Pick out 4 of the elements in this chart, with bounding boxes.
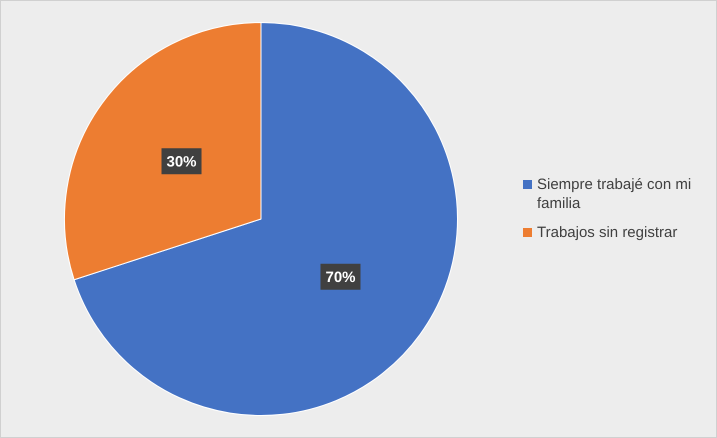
legend-label: Trabajos sin registrar	[537, 223, 678, 242]
data-label: 70%	[325, 268, 356, 286]
data-label: 30%	[166, 153, 197, 170]
legend-label: Siempre trabajé con mi familia	[537, 175, 692, 213]
